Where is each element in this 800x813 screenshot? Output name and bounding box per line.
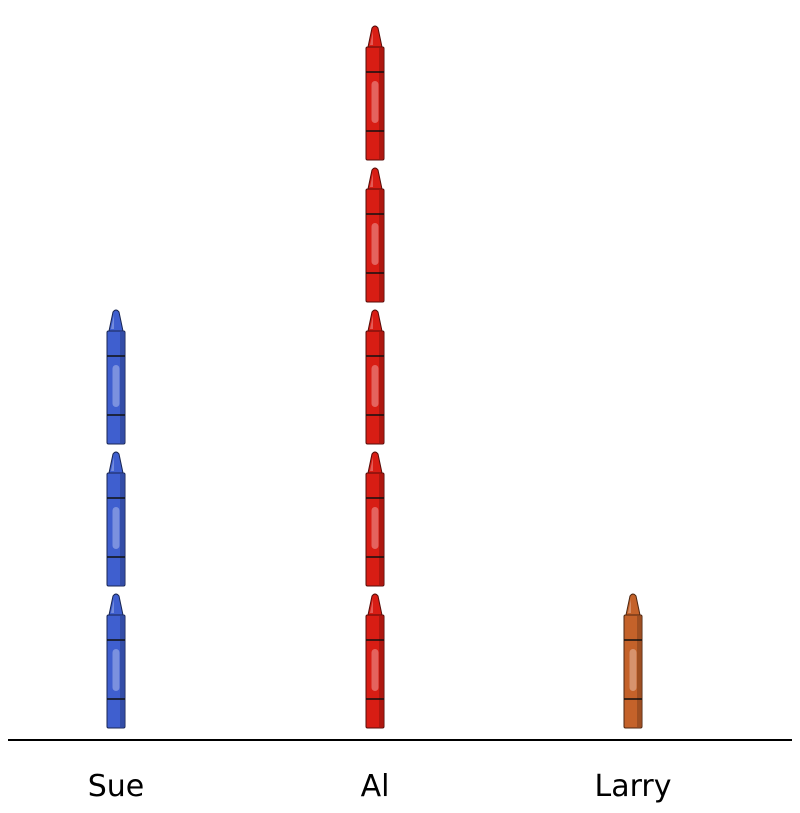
category-labels: Sue Al Larry — [88, 769, 672, 804]
crayon-icon-al-3 — [365, 309, 385, 445]
crayon-icon-al-1 — [365, 593, 385, 729]
category-label-al: Al — [361, 769, 390, 804]
crayon-icon-al-2 — [365, 451, 385, 587]
crayon-icon-larry-1 — [623, 593, 643, 729]
crayon-icon-al-4 — [365, 167, 385, 303]
category-label-sue: Sue — [88, 769, 145, 804]
crayon-icon-sue-2 — [106, 451, 126, 587]
crayon-icon-al-5 — [365, 25, 385, 161]
pictograph-marks — [106, 25, 643, 729]
category-label-larry: Larry — [595, 769, 672, 804]
crayon-icon-sue-1 — [106, 593, 126, 729]
crayon-icon-sue-3 — [106, 309, 126, 445]
